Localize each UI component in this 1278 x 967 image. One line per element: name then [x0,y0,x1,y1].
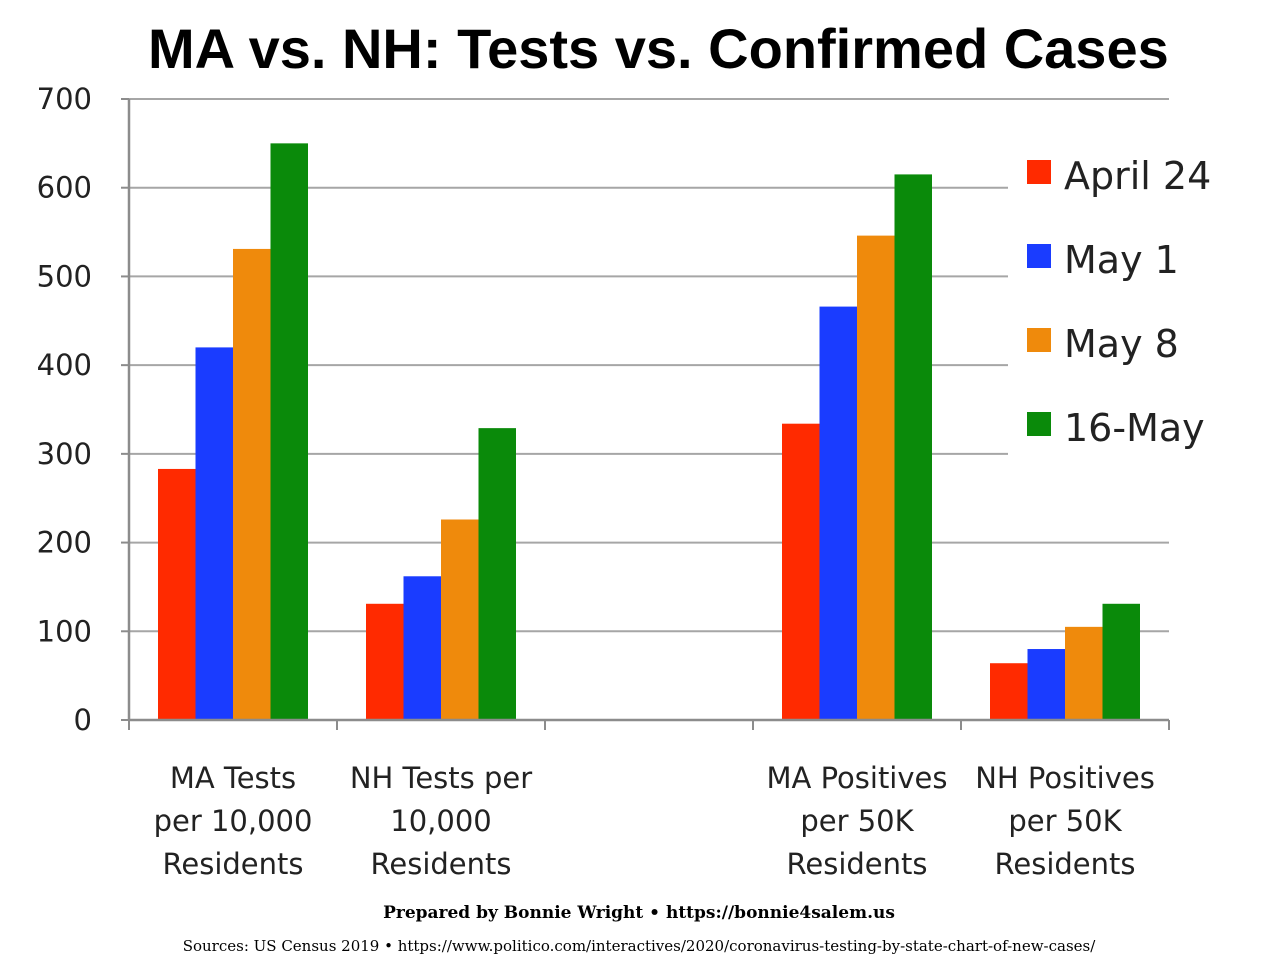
x-tick-label: per 50K [1008,804,1122,838]
y-tick-label: 400 [37,348,92,382]
bar [894,174,932,720]
y-tick-label: 500 [37,259,92,293]
legend-label: April 24 [1064,154,1211,198]
bar [1102,603,1140,720]
y-tick-label: 300 [37,437,92,471]
x-tick-label: MA Tests [170,761,296,795]
x-tick-label: Residents [371,847,512,881]
x-tick-label: NH Tests per [350,761,532,795]
x-tick-label: NH Positives [975,761,1155,795]
legend-swatch [1027,244,1051,268]
bar-chart: 0 100 200 300 400 500 600 700 MA Tests per 10,000… [36,82,1248,881]
bar [857,235,895,720]
chart-title: MA vs. NH: Tests vs. Confirmed Cases [148,17,1169,80]
bar [158,468,196,720]
sources-line: Sources: US Census 2019 • https://www.po… [182,937,1096,955]
y-tick-label: 100 [37,614,92,648]
x-tick-label: Residents [787,847,928,881]
legend-label: May 1 [1064,238,1179,282]
y-tick-label: 600 [37,171,92,205]
legend-label: May 8 [1064,322,1179,366]
bar [1065,626,1103,720]
credit-line: Prepared by Bonnie Wright • https://bonn… [383,903,895,923]
legend-swatch [1027,412,1051,436]
legend-box [1008,145,1248,455]
axis-labels: 0 100 200 300 400 500 600 700 MA Tests per 10,000… [37,82,1155,881]
x-tick-label: Residents [995,847,1136,881]
x-tick-label: MA Positives [767,761,948,795]
axes [121,98,1170,730]
bars [158,143,1140,721]
bar [366,603,404,720]
x-tick-label: per 50K [800,804,914,838]
bar [270,143,308,720]
legend-swatch [1027,328,1051,352]
y-tick-label: 0 [74,703,92,737]
x-tick-label: Residents [163,847,304,881]
bar [233,248,271,721]
x-tick-label: 10,000 [390,804,491,838]
legend-label: 16-May [1064,406,1205,450]
bar [478,428,516,720]
legend: April 24 May 1 May 8 16-May [1008,145,1248,455]
bar [441,519,479,720]
bar [819,306,857,720]
x-tick-label: per 10,000 [154,804,313,838]
bar [782,423,820,720]
y-tick-label: 700 [37,82,92,116]
bar [990,663,1028,720]
bar [1027,649,1065,720]
y-tick-label: 200 [37,526,92,560]
bar [195,347,233,720]
legend-swatch [1027,160,1051,184]
bar [403,576,441,720]
